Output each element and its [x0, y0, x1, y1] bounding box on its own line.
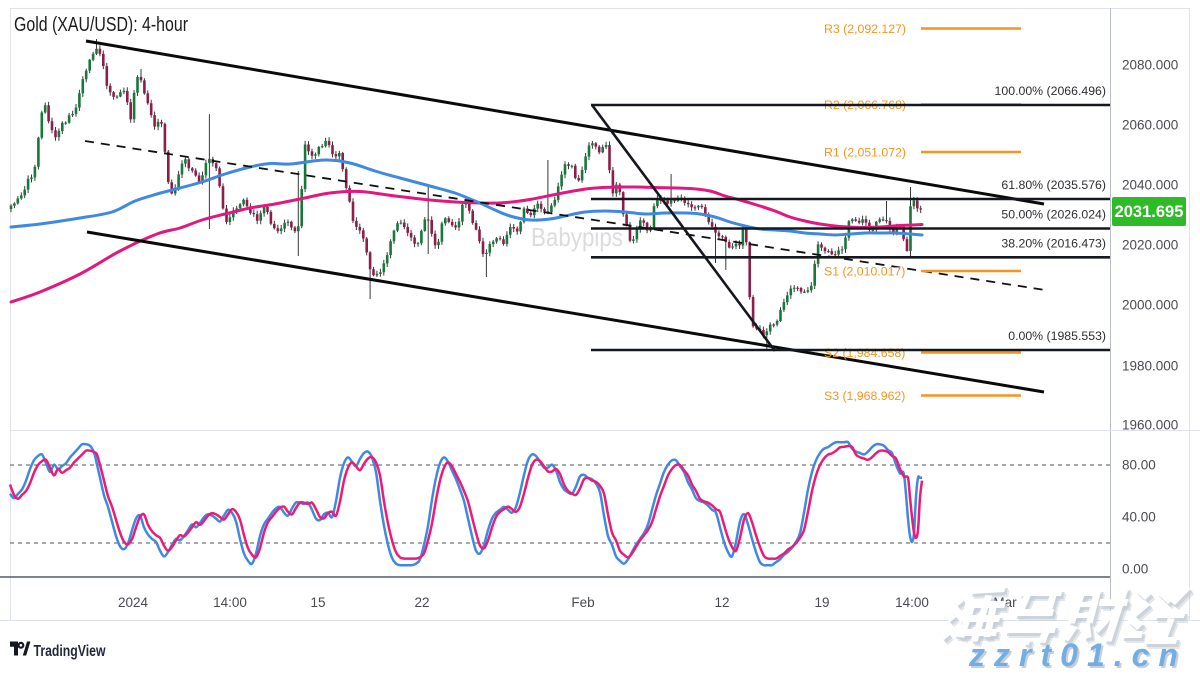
svg-text:Feb: Feb — [571, 595, 594, 610]
svg-text:S3 (1,968.962): S3 (1,968.962) — [824, 389, 905, 403]
svg-text:14:00: 14:00 — [895, 595, 929, 610]
svg-text:61.80% (2035.576): 61.80% (2035.576) — [1001, 178, 1106, 192]
svg-text:2060.000: 2060.000 — [1122, 118, 1178, 133]
svg-text:38.20% (2016.473): 38.20% (2016.473) — [1001, 236, 1106, 250]
svg-text:2024: 2024 — [118, 595, 149, 610]
svg-text:2000.000: 2000.000 — [1122, 298, 1178, 313]
svg-text:50.00% (2026.024): 50.00% (2026.024) — [1001, 208, 1106, 222]
svg-text:14:00: 14:00 — [213, 595, 247, 610]
svg-text:12: 12 — [714, 595, 729, 610]
svg-text:22: 22 — [414, 595, 429, 610]
svg-text:15: 15 — [310, 595, 325, 610]
svg-text:2080.000: 2080.000 — [1122, 58, 1178, 73]
svg-text:R3 (2,092.127): R3 (2,092.127) — [824, 22, 906, 36]
svg-text:Babypips: Babypips — [531, 222, 623, 252]
svg-text:100.00% (2066.496): 100.00% (2066.496) — [995, 84, 1106, 98]
svg-text:TradingView: TradingView — [34, 643, 106, 660]
svg-text:1980.000: 1980.000 — [1122, 359, 1178, 374]
svg-text:0.00% (1985.553): 0.00% (1985.553) — [1008, 329, 1106, 343]
svg-text:40.00: 40.00 — [1122, 510, 1156, 525]
svg-text:2031.695: 2031.695 — [1115, 203, 1184, 221]
svg-text:R1 (2,051.072): R1 (2,051.072) — [824, 145, 906, 159]
svg-text:2040.000: 2040.000 — [1122, 178, 1178, 193]
svg-text:S2 (1,984.658): S2 (1,984.658) — [824, 346, 905, 360]
svg-text:zzrt01.cn: zzrt01.cn — [970, 639, 1189, 675]
svg-text:S1 (2,010.017): S1 (2,010.017) — [824, 264, 905, 278]
svg-text:2020.000: 2020.000 — [1122, 238, 1178, 253]
svg-text:Gold (XAU/USD): 4-hour: Gold (XAU/USD): 4-hour — [14, 14, 188, 36]
svg-text:80.00: 80.00 — [1122, 458, 1156, 473]
svg-text:19: 19 — [814, 595, 829, 610]
svg-text:1960.000: 1960.000 — [1122, 418, 1178, 433]
svg-text:zzrt01.cn: zzrt01.cn — [968, 637, 1187, 673]
svg-text:0.00: 0.00 — [1122, 562, 1148, 577]
